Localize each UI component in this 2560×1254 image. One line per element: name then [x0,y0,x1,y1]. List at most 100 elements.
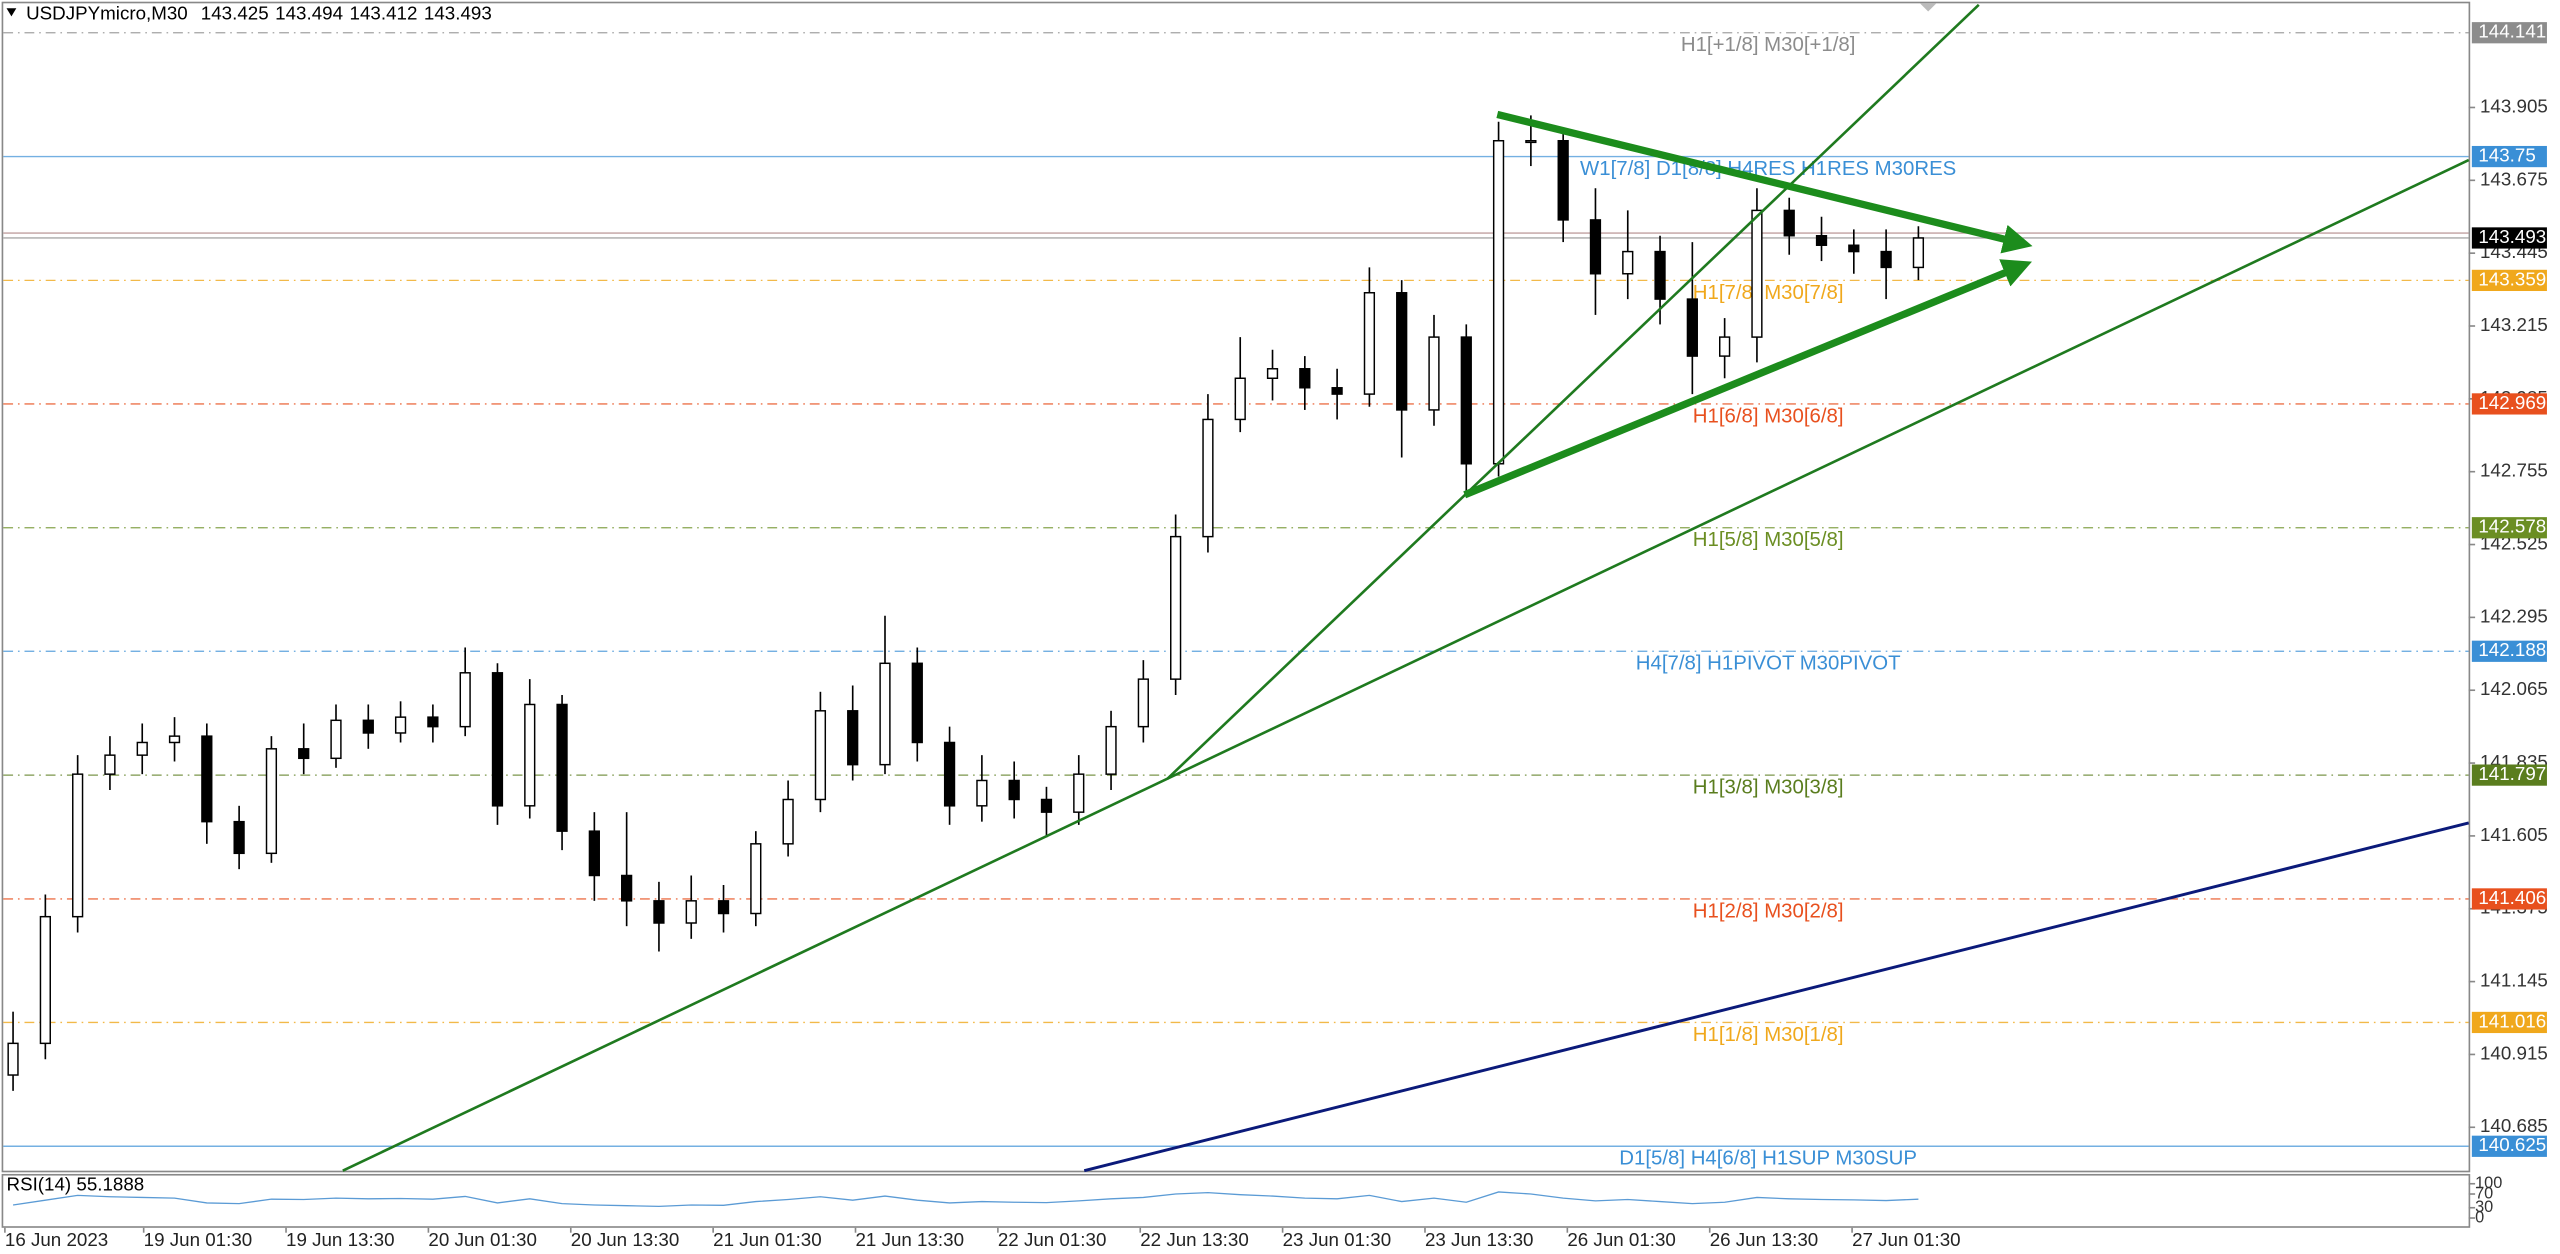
trendline [1166,3,1980,780]
level-value: 142.969 [2478,392,2546,413]
x-tick-label: 23 Jun 01:30 [1283,1229,1392,1250]
candle-body [524,703,536,807]
level-box [2471,888,2547,910]
candle-body [653,900,665,924]
candle-body [814,710,827,801]
x-tick-label: 16 Jun 2023 [5,1229,108,1250]
y-tick-label: 143.905 [2480,95,2548,116]
rsi-tick-label: 100 [2475,1174,2502,1192]
x-tick-label: 23 Jun 13:30 [1425,1229,1534,1250]
high: 143.494 [275,3,343,24]
candle-body [1783,209,1795,237]
level-label: H4[7/8] H1PIVOT M30PIVOT [1636,653,1901,675]
level-value: 140.625 [2478,1134,2546,1155]
candle-body [1880,250,1892,269]
x-tick-label: 19 Jun 01:30 [144,1229,253,1250]
candle-body [1396,292,1408,411]
current-price-box [2471,227,2547,249]
level-box [2471,640,2547,662]
candle-body [1589,219,1602,275]
candle-body [39,915,51,1045]
candle-body [1073,773,1085,813]
candle-body [201,735,213,823]
candle-body [1299,368,1311,389]
candle-body [879,662,891,766]
level-value: 143.75 [2478,145,2535,166]
rsi-tick-label: 0 [2475,1208,2484,1226]
candle-body [265,748,278,855]
rsi-tick-label: 70 [2475,1184,2493,1202]
level-value: 142.578 [2478,516,2546,537]
candle-body [911,662,923,744]
candle-body [685,900,697,924]
candle-body [588,830,600,877]
level-box [2471,393,2547,415]
level-label: H1[+1/8] M30[+1/8] [1681,34,1856,56]
candle-body [1331,387,1343,395]
level-value: 143.359 [2478,268,2546,289]
candle-body [72,773,84,918]
candle-body [136,741,148,756]
candle-body [1460,336,1472,465]
candle-body [621,874,633,902]
y-tick-label: 141.145 [2480,970,2548,991]
y-tick-label: 142.065 [2480,678,2548,699]
level-label: H1[7/8] M30[7/8] [1693,282,1844,304]
level-box [2471,22,2547,44]
level-box [2471,764,2547,786]
x-tick-label: 22 Jun 01:30 [998,1229,1107,1250]
candle-body [1622,250,1634,275]
y-tick-label: 140.915 [2480,1042,2548,1063]
trendline [1496,110,2033,254]
candle-body [750,843,762,915]
low: 143.412 [350,3,418,24]
candle-body [1912,237,1925,269]
candle-body [168,735,181,744]
candle-body [976,779,988,807]
plot-frame [1,1,2471,1173]
level-label: H1[3/8] M30[3/8] [1693,777,1844,799]
level-label: H1[5/8] M30[5/8] [1693,529,1844,551]
candle-body [1848,244,1860,253]
level-value: 141.016 [2478,1010,2546,1031]
x-tick-label: 20 Jun 01:30 [428,1229,537,1250]
candle-body [1815,235,1828,246]
candle-body [943,741,956,807]
candle-body [1654,250,1666,300]
x-tick-label: 21 Jun 13:30 [856,1229,965,1250]
candle-body [1492,139,1505,465]
y-tick-label: 142.755 [2480,460,2548,481]
x-tick-label: 26 Jun 13:30 [1710,1229,1819,1250]
rsi-line [12,1191,1919,1208]
candle-body [1008,779,1020,801]
trendline [1083,821,2470,1173]
candle-body [1557,139,1569,221]
header: USDJPYmicro,M30 143.425 143.494 143.412 143.… [26,3,492,24]
symbol: USDJPYmicro,M30 [26,3,188,24]
candle-body [1525,139,1537,144]
menu-arrow[interactable] [6,8,17,17]
candle-body [782,798,794,845]
rsi-frame [1,1173,2471,1228]
candle-body [1234,377,1246,421]
candle-body [1137,678,1149,728]
x-tick-label: 21 Jun 01:30 [713,1229,822,1250]
candle-body [1105,725,1117,775]
level-box [2471,1011,2547,1034]
level-box [2471,269,2547,292]
x-tick-label: 26 Jun 01:30 [1567,1229,1676,1250]
x-tick-label: 20 Jun 13:30 [571,1229,680,1250]
trendline [342,158,2470,1172]
open: 143.425 [201,3,269,24]
x-tick-label: 22 Jun 13:30 [1140,1229,1249,1250]
candle-body [556,703,568,832]
candle-body [233,820,245,855]
level-label: H1[6/8] M30[6/8] [1693,405,1844,427]
x-tick-label: 19 Jun 13:30 [286,1229,395,1250]
candle-body [362,719,374,734]
level-box [2471,145,2547,168]
y-tick-label: 140.685 [2480,1115,2548,1136]
shift-marker[interactable] [1920,3,1937,12]
level-value: 142.188 [2478,639,2546,660]
